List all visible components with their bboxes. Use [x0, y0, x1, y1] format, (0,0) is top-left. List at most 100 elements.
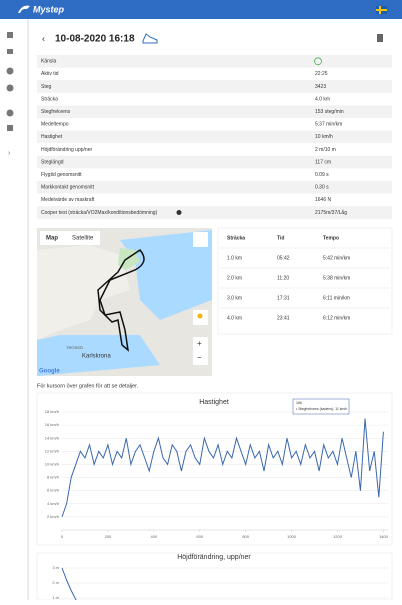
splits-cell: 6:11 min/km [323, 295, 350, 301]
y-tick-label: 4 km/h [47, 501, 59, 506]
stats-value: 1646 N [315, 197, 332, 203]
tooltip [292, 398, 350, 415]
splits-cell: 17:31 [277, 295, 290, 301]
stats-value: 5:37 min/km [315, 122, 342, 128]
splits-table: Sträcka Tid Tempo 1.0 km 05:42 5:42 min/km 2.0… [220, 235, 390, 321]
map-water [37, 335, 160, 376]
icon-list[interactable] [7, 49, 13, 54]
y-tick-label: 2 m [52, 580, 59, 585]
y-tick-label: 16 km/h [45, 422, 59, 427]
stats-row [37, 55, 392, 68]
stats-label: Medeltempo [41, 122, 69, 128]
stats-label: Markkontakt genomsnitt [41, 185, 95, 191]
y-tick-label: 6 km/h [47, 488, 59, 493]
icon-stats[interactable] [6, 84, 14, 92]
y-tick-label: 3 m [52, 565, 59, 570]
splits-cell: 5:38 min/km [323, 275, 350, 281]
flag-cross [376, 9, 387, 11]
fullscreen-button[interactable] [193, 232, 208, 247]
page-title: 10-08-2020 16:18 [55, 34, 135, 45]
stats-row [37, 105, 392, 118]
y-tick-label: 2 km/h [47, 514, 59, 519]
stats-row [37, 67, 392, 81]
flag[interactable] [376, 6, 387, 14]
feeling-icon [314, 57, 322, 66]
splits-header: Tempo [323, 235, 339, 241]
stats-table: Känsla Aktiv tid 22:25 Steg 3423 Sträcka 4.0 k… [37, 55, 392, 219]
stats-row [37, 118, 392, 131]
shoe-icon [142, 33, 158, 44]
stats-label: Cooper test (sträcka/VO2Max/konditionsbe… [41, 210, 158, 216]
x-tick-label: 1400 [379, 534, 389, 539]
x-tick-label: 200 [105, 534, 112, 539]
elevation-chart[interactable]: Höjdförändring, upp/ner 1 m 2 m 3 m [52, 554, 388, 600]
data-line [61, 418, 384, 518]
splits-cell: 3.0 km [227, 295, 242, 301]
hint: För kursorn över grafen för att se detal… [37, 383, 139, 389]
stats-value: 4.0 km [315, 96, 330, 102]
splits-cell: 5:42 min/km [323, 255, 350, 261]
stats-value: 0.09 s [315, 172, 329, 178]
x-tick-label: 800 [242, 534, 249, 539]
splits-cell: 23:41 [277, 315, 290, 321]
x-tick-label: 1000 [287, 534, 297, 539]
chart-panel [36, 392, 393, 546]
x-tick-label: 1200 [333, 534, 343, 539]
map-tabs [40, 231, 100, 245]
info-icon [176, 210, 182, 215]
stats-value: 0.30 s [315, 185, 329, 191]
y-tick-label: 14 km/h [45, 435, 59, 440]
stats-value: 3423 [315, 84, 326, 90]
top-bar [0, 0, 402, 19]
splits-header: Sträcka [227, 235, 245, 241]
sidebar-icons: › [6, 32, 14, 157]
map-provider: Google [39, 369, 60, 375]
logo-icon [18, 5, 30, 13]
map-tab[interactable]: Map [46, 236, 58, 242]
stats-label: Steglängd [41, 159, 64, 165]
back-button[interactable]: ‹ [42, 33, 45, 43]
icon-dashboard[interactable] [7, 32, 13, 38]
icon-help[interactable] [6, 109, 14, 117]
sidebar [0, 19, 28, 600]
x-tick-label: 0 [61, 534, 64, 539]
stats-row [37, 181, 392, 194]
zoom-in[interactable]: + [197, 339, 202, 348]
map-place: TROSSÖ [66, 345, 83, 350]
splits-cell: 11:20 [277, 275, 289, 281]
chart-panel [36, 552, 393, 601]
y-tick-label: 18 km/h [45, 409, 59, 414]
delete-button[interactable] [377, 34, 383, 42]
zoom-out[interactable]: − [197, 353, 202, 362]
icon-user[interactable] [6, 67, 14, 75]
stats-row [37, 80, 392, 93]
icon-expand[interactable]: › [8, 150, 11, 157]
stats-label: Höjdförändring upp/ner [41, 147, 92, 153]
icon-logout[interactable] [7, 125, 13, 131]
splits-cell: 2.0 km [227, 275, 242, 281]
stats-value: 2175m/37/Låg [315, 209, 347, 216]
splits-cell: 05:42 [277, 255, 290, 261]
x-tick-label: 600 [196, 534, 203, 539]
speed-chart[interactable]: Hastighet 2 km/h 4 km/h 6 km/h 8 km/h 10 km/h… [45, 398, 389, 539]
map-place: Karlskrona [82, 354, 111, 360]
stats-row [37, 155, 392, 169]
stats-label: Aktiv tid [41, 71, 59, 77]
stats-row [37, 193, 392, 207]
map-land [37, 245, 130, 340]
stats-value: 22:25 [315, 71, 328, 77]
stats-row [37, 206, 392, 219]
stats-value: 2 m/10 m [315, 147, 336, 153]
splits-panel [217, 227, 393, 335]
brand: Mystep [33, 4, 65, 14]
zoom-controls[interactable] [193, 337, 208, 365]
map-tab[interactable]: Satellite [72, 236, 94, 242]
route [97, 249, 145, 352]
stats-label: Medelvärde av maskraft [41, 197, 95, 203]
stats-value: 117 cm [315, 159, 331, 165]
y-tick-label: 1 m [52, 595, 59, 600]
stats-row [37, 168, 392, 181]
splits-header: Tid [277, 235, 284, 241]
